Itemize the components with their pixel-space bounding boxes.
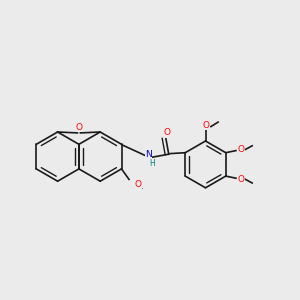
Text: N: N (145, 150, 152, 159)
Text: O: O (202, 121, 210, 130)
Text: O: O (75, 123, 82, 132)
Text: H: H (149, 159, 155, 168)
Text: O: O (237, 175, 244, 184)
Text: O: O (134, 180, 141, 189)
Text: O: O (164, 128, 171, 137)
Text: O: O (237, 145, 244, 154)
